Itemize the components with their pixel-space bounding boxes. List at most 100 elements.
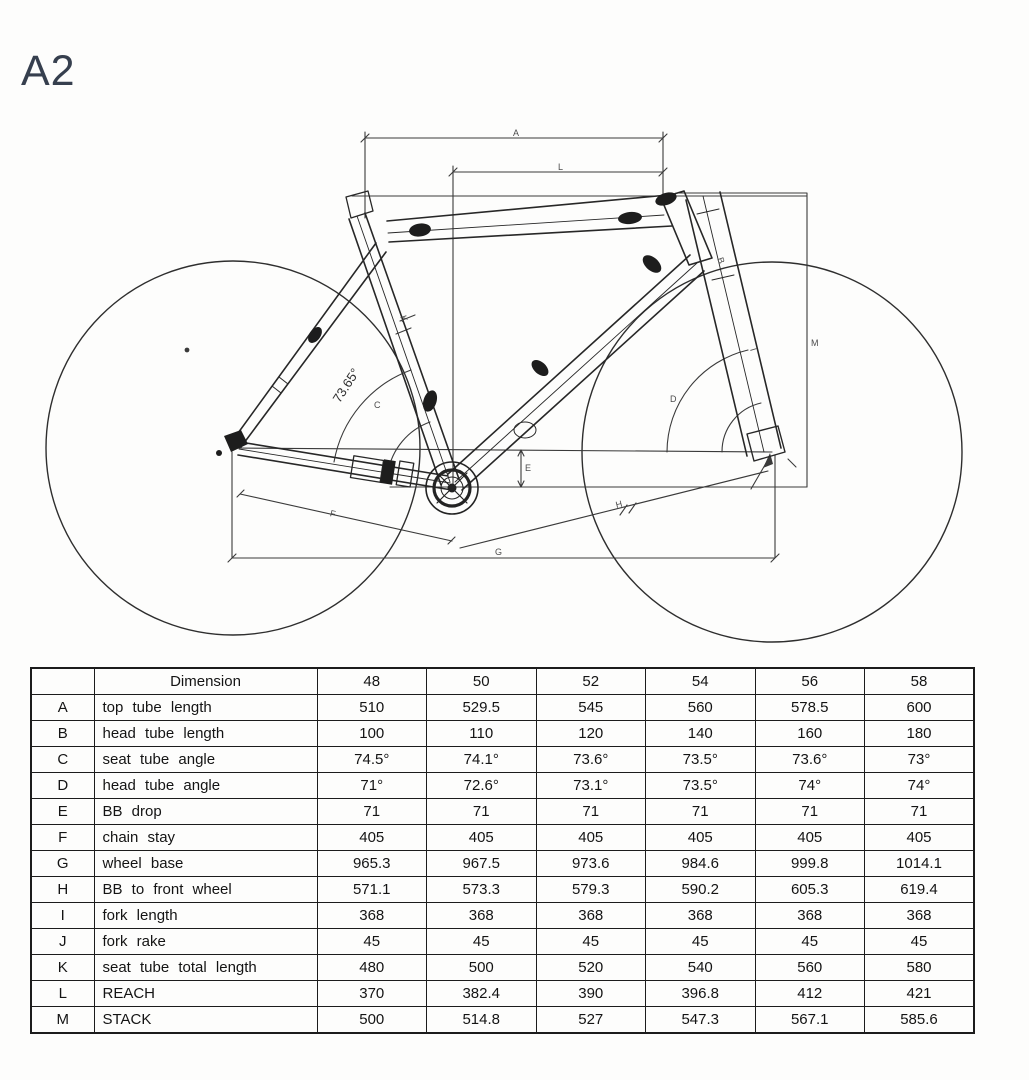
dimension-value: 567.1 bbox=[754, 1006, 865, 1034]
dimension-value: 547.3 bbox=[645, 1006, 756, 1034]
valve-dot bbox=[184, 347, 190, 353]
dimension-lines bbox=[227, 131, 808, 563]
dimension-value: 590.2 bbox=[645, 876, 756, 903]
dimension-value: 74° bbox=[864, 772, 975, 799]
dimension-name: top tube length bbox=[93, 694, 318, 721]
row-letter: E bbox=[30, 798, 95, 825]
dimension-value: 71 bbox=[535, 798, 646, 825]
dim-label-head-angle: D bbox=[670, 394, 677, 404]
dimension-value: 110 bbox=[426, 720, 537, 747]
dimension-value: 45 bbox=[535, 928, 646, 955]
dim-label-stack: M bbox=[811, 338, 819, 348]
row-letter: D bbox=[30, 772, 95, 799]
dimension-name: wheel base bbox=[93, 850, 318, 877]
dimension-value: 573.3 bbox=[426, 876, 537, 903]
dimension-value: 73.6° bbox=[535, 746, 646, 773]
dimension-value: 45 bbox=[864, 928, 975, 955]
dimension-value: 405 bbox=[645, 824, 756, 851]
dim-label-seat-angle: C bbox=[374, 400, 381, 410]
row-letter: I bbox=[30, 902, 95, 929]
col-header-size-58: 58 bbox=[864, 667, 975, 695]
seat-angle-value: 73.65° bbox=[330, 365, 363, 405]
dimension-value: 500 bbox=[426, 954, 537, 981]
dimension-value: 529.5 bbox=[426, 694, 537, 721]
dimension-value: 368 bbox=[316, 902, 427, 929]
dimension-value: 1014.1 bbox=[864, 850, 975, 877]
dimension-value: 72.6° bbox=[426, 772, 537, 799]
dimension-value: 545 bbox=[535, 694, 646, 721]
dimension-value: 370 bbox=[316, 980, 427, 1007]
dimension-value: 560 bbox=[645, 694, 756, 721]
dimension-value: 560 bbox=[754, 954, 865, 981]
dimension-value: 585.6 bbox=[864, 1006, 975, 1034]
dimension-value: 120 bbox=[535, 720, 646, 747]
dimension-value: 71 bbox=[864, 798, 975, 825]
dimension-name: REACH bbox=[93, 980, 318, 1007]
dimension-value: 405 bbox=[426, 824, 537, 851]
dimension-value: 527 bbox=[535, 1006, 646, 1034]
dimension-name: head tube length bbox=[93, 720, 318, 747]
dim-label-bb-front: H bbox=[615, 499, 624, 510]
dimension-value: 605.3 bbox=[754, 876, 865, 903]
dimension-value: 368 bbox=[426, 902, 537, 929]
dimension-name: seat tube angle bbox=[93, 746, 318, 773]
dimension-value: 967.5 bbox=[426, 850, 537, 877]
dimension-value: 368 bbox=[754, 902, 865, 929]
row-letter: C bbox=[30, 746, 95, 773]
col-header-size-56: 56 bbox=[754, 667, 865, 695]
crank-assembly bbox=[425, 461, 479, 515]
dimension-name: fork rake bbox=[93, 928, 318, 955]
dimension-value: 140 bbox=[645, 720, 756, 747]
dimension-value: 405 bbox=[864, 824, 975, 851]
dimension-value: 73° bbox=[864, 746, 975, 773]
dim-label-fork: I bbox=[748, 347, 758, 352]
dimension-value: 45 bbox=[754, 928, 865, 955]
dimension-value: 600 bbox=[864, 694, 975, 721]
frame-tubes bbox=[232, 190, 786, 491]
dim-label-chain-stay: F bbox=[329, 508, 337, 519]
dimension-value: 396.8 bbox=[645, 980, 756, 1007]
frame-fittings bbox=[216, 192, 677, 485]
dimension-value: 73.5° bbox=[645, 772, 756, 799]
dimension-name: head tube angle bbox=[93, 772, 318, 799]
table-row-H: H BB to front wheel 571.1 573.3 579.3 590.2 60… bbox=[30, 876, 975, 903]
dimension-value: 421 bbox=[864, 980, 975, 1007]
dimension-value: 45 bbox=[645, 928, 756, 955]
dimension-value: 368 bbox=[645, 902, 756, 929]
col-header-size-52: 52 bbox=[535, 667, 646, 695]
col-header-letter bbox=[30, 667, 95, 695]
dimension-name: fork length bbox=[93, 902, 318, 929]
dimension-value: 73.6° bbox=[754, 746, 865, 773]
dimension-value: 480 bbox=[316, 954, 427, 981]
dim-label-seat-total: K bbox=[398, 314, 409, 323]
wheel-circles bbox=[45, 260, 963, 643]
dimension-value: 45 bbox=[426, 928, 537, 955]
row-letter: M bbox=[30, 1006, 95, 1034]
row-letter: K bbox=[30, 954, 95, 981]
dimension-value: 160 bbox=[754, 720, 865, 747]
dimension-value: 580 bbox=[864, 954, 975, 981]
geometry-table-head-row: Dimension 48 50 52 54 56 58 bbox=[30, 667, 975, 695]
dimension-value: 390 bbox=[535, 980, 646, 1007]
row-letter: L bbox=[30, 980, 95, 1007]
dimension-name: BB drop bbox=[93, 798, 318, 825]
dimension-value: 405 bbox=[535, 824, 646, 851]
dimension-value: 965.3 bbox=[316, 850, 427, 877]
dimension-value: 405 bbox=[316, 824, 427, 851]
dim-label-bb-drop: E bbox=[525, 463, 531, 473]
dimension-value: 984.6 bbox=[645, 850, 756, 877]
dimension-value: 368 bbox=[864, 902, 975, 929]
dimension-labels: A L B I M E C D F G H K 73.65° bbox=[329, 128, 818, 557]
dimension-value: 510 bbox=[316, 694, 427, 721]
dimension-value: 73.1° bbox=[535, 772, 646, 799]
dim-label-top-tube: A bbox=[513, 128, 519, 138]
dimension-value: 540 bbox=[645, 954, 756, 981]
